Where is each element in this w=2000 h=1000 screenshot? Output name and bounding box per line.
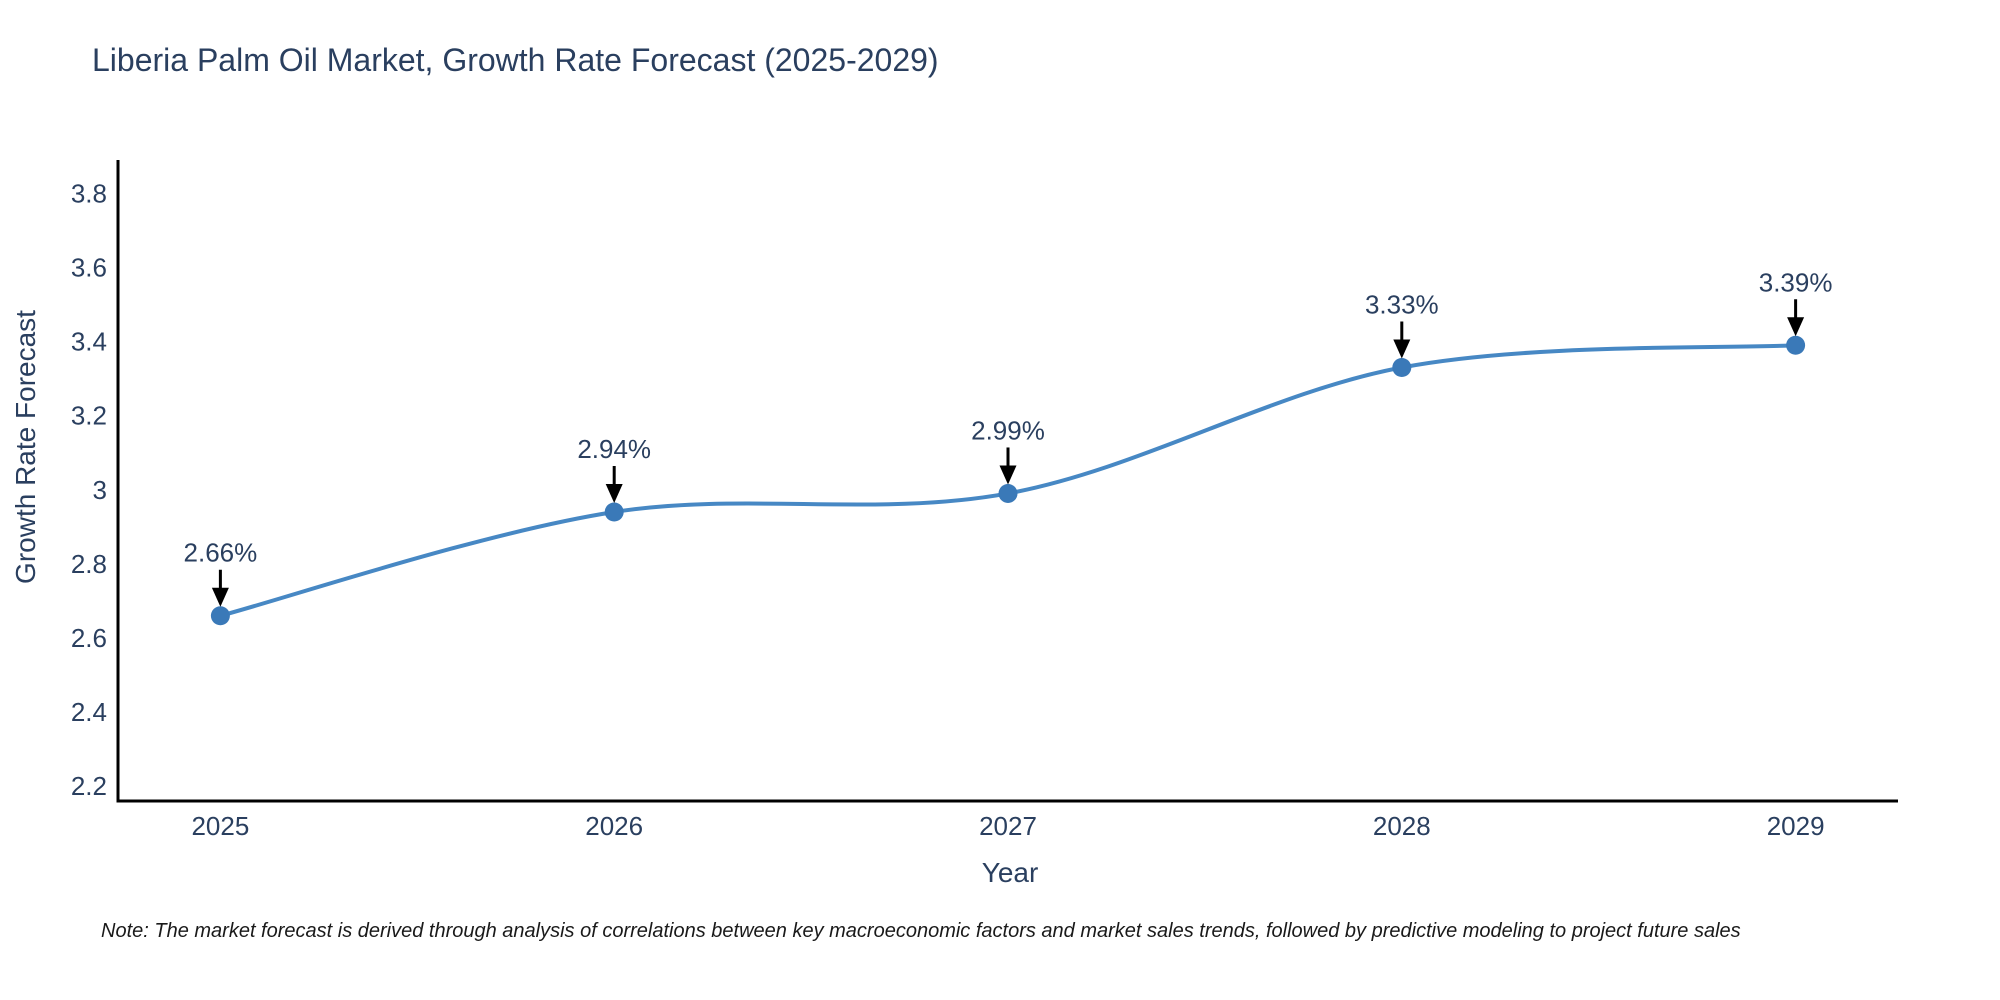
footnote: Note: The market forecast is derived thr… xyxy=(101,920,1741,942)
annotation-arrowhead xyxy=(1787,317,1805,337)
y-tick-label: 3.8 xyxy=(71,178,107,208)
x-axis-title: Year xyxy=(981,857,1039,888)
annotation-label: 2.66% xyxy=(184,538,258,568)
annotation-arrowhead xyxy=(211,587,229,607)
y-tick-label: 3.2 xyxy=(71,401,107,431)
annotation-label: 3.39% xyxy=(1759,267,1833,297)
data-point-2025[interactable] xyxy=(210,606,230,626)
y-tick-label: 3.6 xyxy=(71,252,107,282)
data-point-2028[interactable] xyxy=(1392,357,1412,377)
x-tick-label: 2027 xyxy=(979,811,1037,841)
data-point-2026[interactable] xyxy=(604,502,624,522)
annotation-label: 2.94% xyxy=(577,434,651,464)
y-tick-label: 2.6 xyxy=(71,623,107,653)
data-point-2027[interactable] xyxy=(998,483,1018,503)
x-tick-label: 2026 xyxy=(585,811,643,841)
y-tick-label: 2.8 xyxy=(71,549,107,579)
x-tick-label: 2025 xyxy=(191,811,249,841)
annotation-arrowhead xyxy=(999,465,1017,485)
annotation-arrowhead xyxy=(605,483,623,503)
y-tick-label: 3.4 xyxy=(71,327,107,357)
annotation-arrowhead xyxy=(1393,339,1411,359)
x-tick-label: 2028 xyxy=(1373,811,1431,841)
y-tick-label: 2.4 xyxy=(71,697,107,727)
y-tick-label: 2.2 xyxy=(71,771,107,801)
chart-title: Liberia Palm Oil Market, Growth Rate For… xyxy=(92,42,939,78)
annotation-label: 3.33% xyxy=(1365,289,1439,319)
annotation-label: 2.99% xyxy=(971,415,1045,445)
y-tick-label: 3 xyxy=(93,475,107,505)
data-point-2029[interactable] xyxy=(1786,335,1806,355)
x-tick-label: 2029 xyxy=(1767,811,1825,841)
